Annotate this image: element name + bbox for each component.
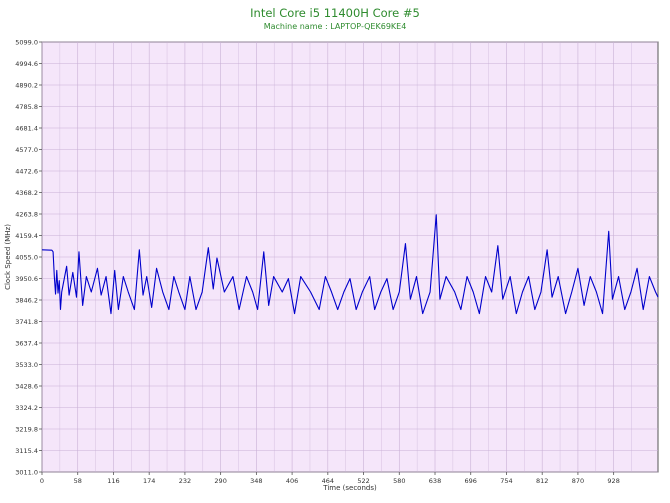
- x-tick-label: 696: [465, 477, 477, 485]
- y-tick-label: 4055.0: [15, 254, 38, 262]
- series-line: [41, 214, 659, 315]
- x-tick-label: 870: [572, 477, 584, 485]
- y-tick-label: 3115.4: [15, 447, 38, 455]
- chart-title: Intel Core i5 11400H Core #5: [250, 6, 420, 20]
- y-tick-label: 4785.8: [15, 103, 38, 111]
- y-tick-label: 4368.2: [15, 189, 38, 197]
- y-tick-label: 4472.6: [15, 168, 38, 176]
- x-tick-label: 812: [536, 477, 548, 485]
- x-tick-label: 638: [429, 477, 441, 485]
- x-tick-label: 348: [250, 477, 262, 485]
- x-tick-label: 0: [40, 477, 44, 485]
- y-tick-label: 3428.6: [15, 383, 38, 391]
- y-tick-label: 4681.4: [15, 125, 38, 133]
- y-axis-label: Clock Speed (MHz): [4, 224, 12, 290]
- y-tick-label: 4994.6: [15, 60, 38, 68]
- y-tick-label: 3533.0: [15, 361, 38, 369]
- y-tick-label: 4263.8: [15, 211, 38, 219]
- x-tick-label: 580: [393, 477, 405, 485]
- x-tick-label: 928: [607, 477, 619, 485]
- series-layer: [41, 214, 659, 315]
- y-tick-label: 3219.8: [15, 426, 38, 434]
- x-tick-label: 522: [357, 477, 369, 485]
- x-tick-label: 464: [322, 477, 334, 485]
- y-tick-label: 3950.6: [15, 275, 38, 283]
- y-tick-label: 4890.2: [15, 82, 38, 90]
- y-tick-label: 4577.0: [15, 146, 38, 154]
- y-tick-label: 4159.4: [15, 232, 38, 240]
- x-tick-label: 290: [214, 477, 226, 485]
- x-tick-label: 406: [286, 477, 298, 485]
- x-tick-label: 116: [107, 477, 119, 485]
- grid-lines: [41, 41, 658, 473]
- x-axis-ticks: 0 58 116 174 232 290 348 406 464 522 580 638 696 754 8…: [40, 472, 620, 485]
- x-tick-label: 754: [500, 477, 512, 485]
- y-tick-label: 5099.0: [15, 39, 38, 47]
- y-tick-label: 3741.8: [15, 318, 38, 326]
- x-axis-label: Time (seconds): [322, 484, 377, 492]
- y-tick-label: 3846.2: [15, 297, 38, 305]
- y-tick-label: 3637.4: [15, 340, 38, 348]
- y-axis-ticks: 5099.0 4994.6 4890.2 4785.8 4681.4 4577.0 4472…: [15, 39, 42, 477]
- y-tick-label: 3324.2: [15, 404, 38, 412]
- x-tick-label: 58: [74, 477, 82, 485]
- chart-subtitle: Machine name : LAPTOP-QEK69KE4: [264, 22, 407, 31]
- y-tick-label: 3011.0: [15, 469, 38, 477]
- x-tick-label: 174: [143, 477, 155, 485]
- x-tick-label: 232: [179, 477, 191, 485]
